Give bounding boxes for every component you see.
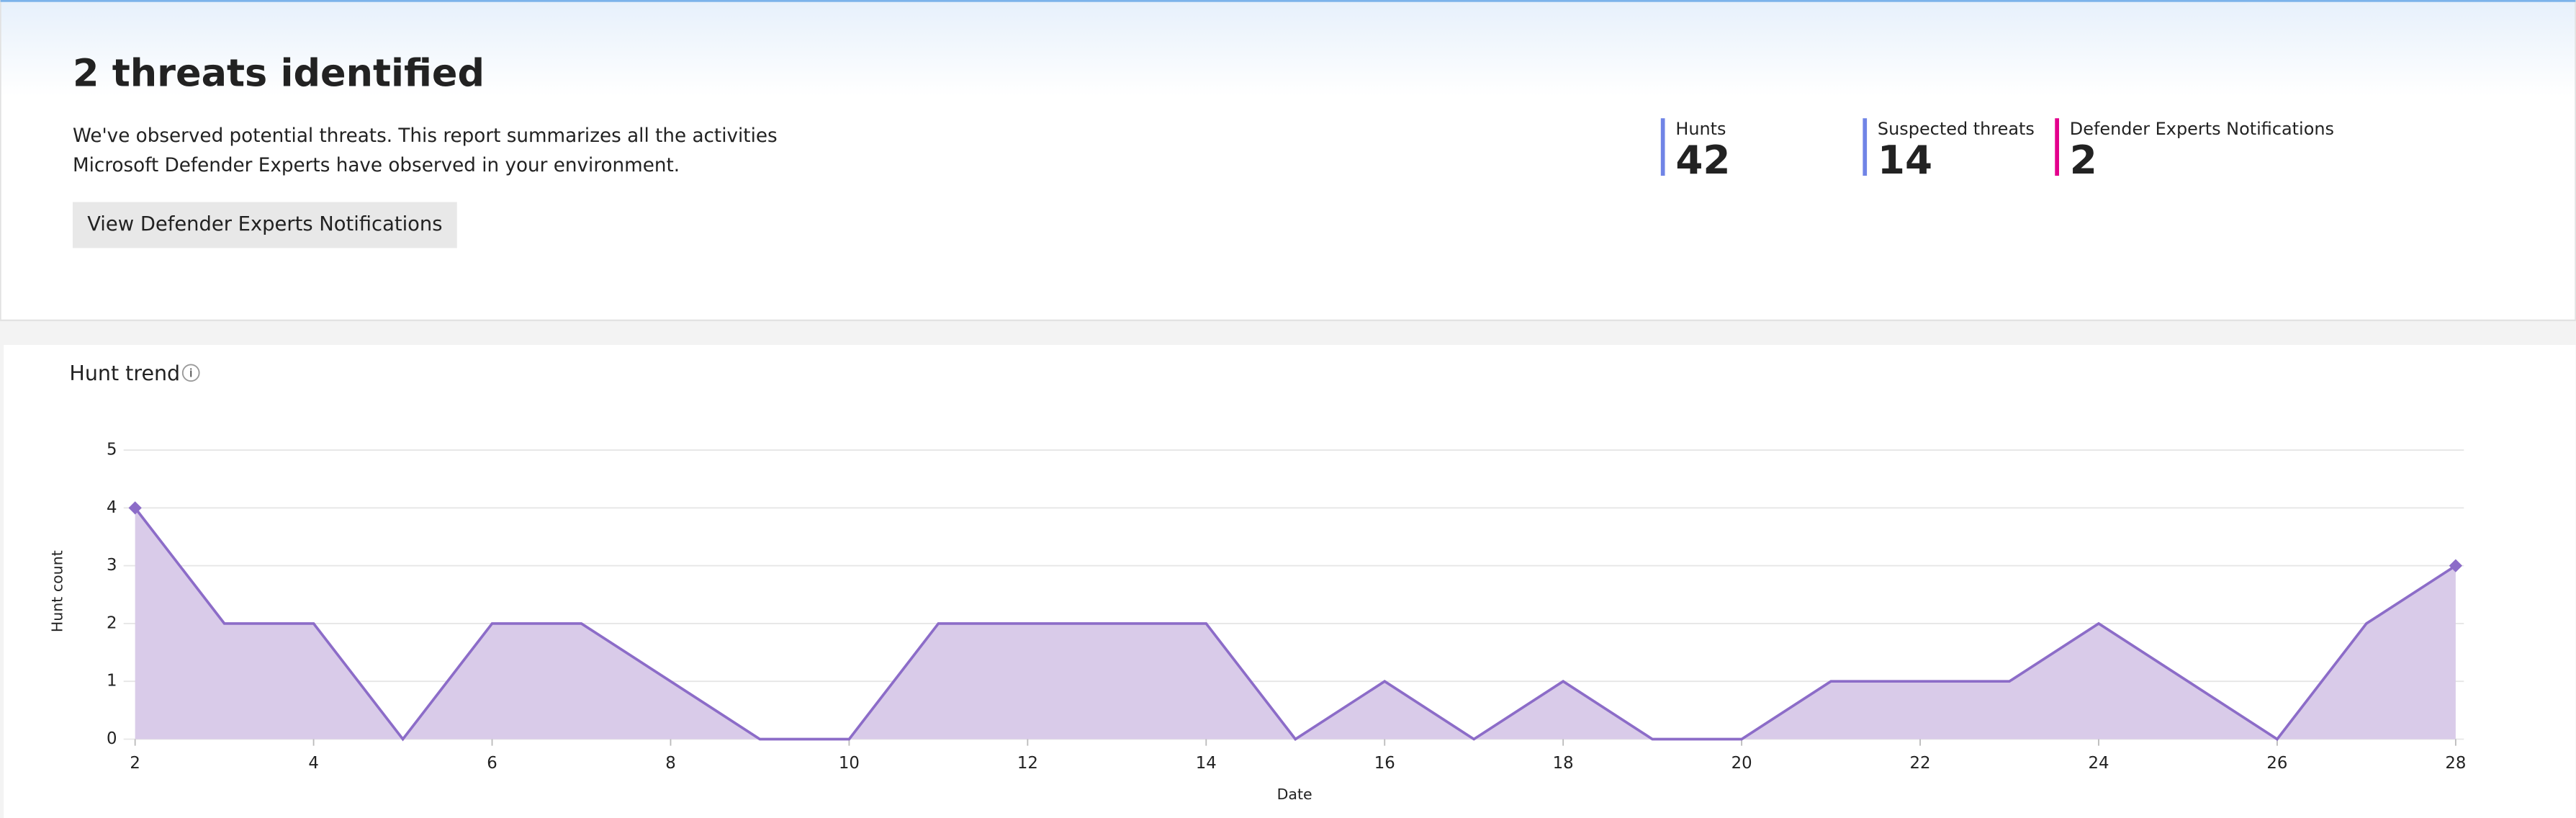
y-axis-label: Hunt count (48, 550, 66, 632)
x-tick-label: 10 (839, 754, 860, 773)
top-line (0, 0, 2576, 2)
x-tick-label: 18 (1553, 754, 1574, 773)
chart-card (4, 345, 2576, 818)
y-tick-label: 4 (107, 498, 117, 517)
y-tick-label: 5 (107, 441, 117, 459)
x-axis-label: Date (1277, 786, 1312, 803)
stat-bar (1660, 118, 1665, 176)
line (134, 507, 2456, 742)
info-icon-glyph: i (189, 366, 192, 379)
x-tick-label: 4 (308, 754, 319, 773)
description: We've observed potential threats. This r… (73, 125, 778, 147)
x-tick-label: 14 (1196, 754, 1217, 773)
y-tick-label: 2 (107, 614, 117, 632)
x-tick-label: 28 (2445, 754, 2466, 773)
x-tick-label: 8 (665, 754, 676, 773)
stat-bar (2055, 118, 2059, 176)
stat-label: Hunts (1675, 119, 1726, 139)
button-label[interactable]: View Defender Experts Notifications (87, 213, 442, 235)
x-tick-label: 2 (130, 754, 140, 773)
x-tick-label: 20 (1731, 754, 1752, 773)
button[interactable] (72, 202, 457, 248)
stat-bar (1863, 118, 1868, 176)
description: Microsoft Defender Experts have observed… (73, 155, 680, 176)
x-tick-label: 26 (2266, 754, 2287, 773)
header-card (0, 0, 2576, 321)
info-icon[interactable] (181, 364, 200, 382)
x-tick-label: 12 (1017, 754, 1038, 773)
stat-value: 2 (2070, 137, 2097, 183)
chart-title: Hunt trend (69, 361, 180, 385)
y-tick-label: 1 (107, 672, 117, 691)
stat-value: 14 (1878, 137, 1932, 183)
x-tick-label: 6 (487, 754, 497, 773)
x-tick-label: 22 (1910, 754, 1931, 773)
y-tick-label: 3 (107, 556, 117, 575)
y-tick-label: 0 (107, 729, 117, 748)
stat-label: Defender Experts Notifications (2070, 119, 2334, 139)
title: 2 threats identified (73, 52, 485, 96)
stat-label: Suspected threats (1878, 119, 2035, 139)
x-tick-label: 24 (2088, 754, 2109, 773)
point-marker (2449, 559, 2463, 572)
stat-value: 42 (1675, 137, 1730, 183)
x-tick-label: 16 (1374, 754, 1395, 773)
